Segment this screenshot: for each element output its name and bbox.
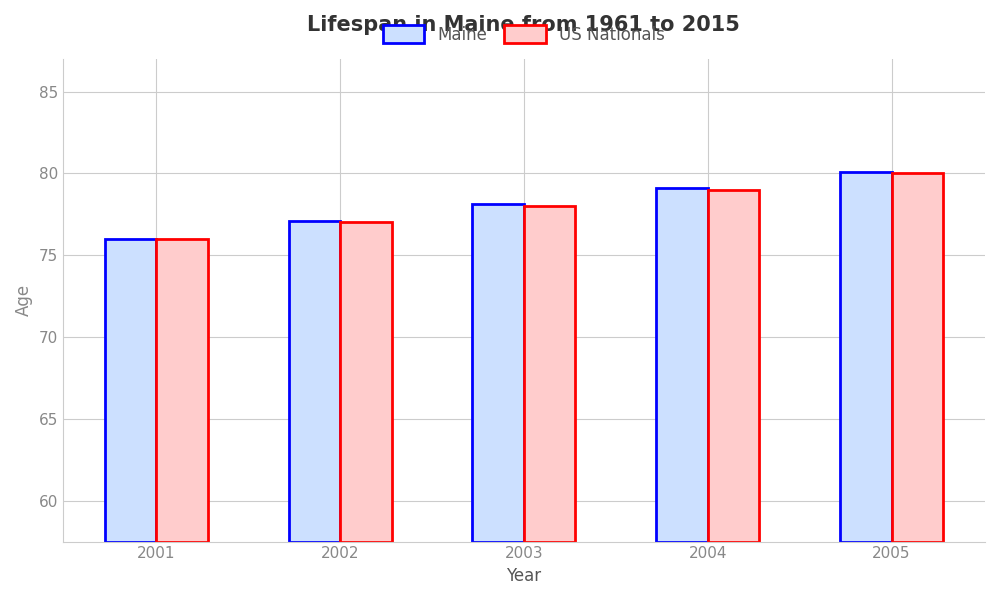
X-axis label: Year: Year xyxy=(506,567,541,585)
Bar xyxy=(156,239,208,542)
Bar xyxy=(708,190,759,542)
Bar xyxy=(840,172,892,542)
Title: Lifespan in Maine from 1961 to 2015: Lifespan in Maine from 1961 to 2015 xyxy=(307,15,740,35)
Bar xyxy=(892,173,943,542)
Y-axis label: Age: Age xyxy=(15,284,33,316)
Bar xyxy=(105,239,156,542)
Bar xyxy=(289,221,340,542)
Bar xyxy=(340,223,392,542)
Bar xyxy=(656,188,708,542)
Bar xyxy=(472,205,524,542)
Legend: Maine, US Nationals: Maine, US Nationals xyxy=(376,19,672,50)
Bar xyxy=(524,206,575,542)
